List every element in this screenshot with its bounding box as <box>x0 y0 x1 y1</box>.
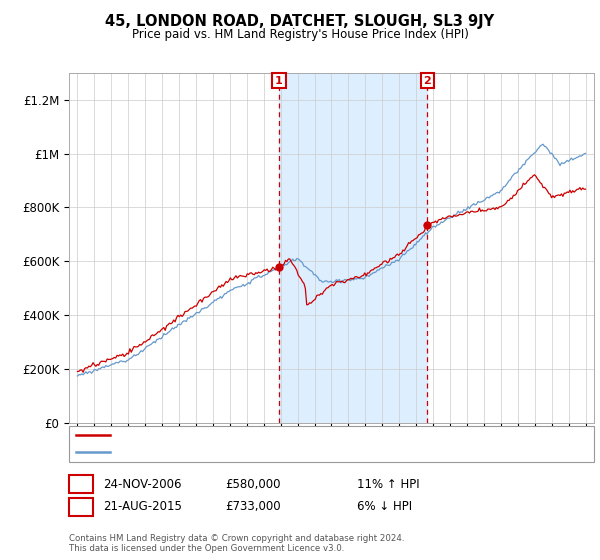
Text: £733,000: £733,000 <box>225 500 281 514</box>
Bar <box>279 73 427 423</box>
Text: 21-AUG-2015: 21-AUG-2015 <box>103 500 182 514</box>
Text: Price paid vs. HM Land Registry's House Price Index (HPI): Price paid vs. HM Land Registry's House … <box>131 28 469 41</box>
Text: 11% ↑ HPI: 11% ↑ HPI <box>357 478 419 491</box>
Text: Contains HM Land Registry data © Crown copyright and database right 2024.
This d: Contains HM Land Registry data © Crown c… <box>69 534 404 553</box>
Text: £580,000: £580,000 <box>225 478 281 491</box>
Text: 1: 1 <box>77 478 85 491</box>
Text: HPI: Average price, detached house, Windsor and Maidenhead: HPI: Average price, detached house, Wind… <box>116 447 441 457</box>
Text: 6% ↓ HPI: 6% ↓ HPI <box>357 500 412 514</box>
Text: 2: 2 <box>424 76 431 86</box>
Text: 45, LONDON ROAD, DATCHET, SLOUGH, SL3 9JY (detached house): 45, LONDON ROAD, DATCHET, SLOUGH, SL3 9J… <box>116 431 459 440</box>
Text: 24-NOV-2006: 24-NOV-2006 <box>103 478 182 491</box>
Text: 1: 1 <box>275 76 283 86</box>
Text: 45, LONDON ROAD, DATCHET, SLOUGH, SL3 9JY: 45, LONDON ROAD, DATCHET, SLOUGH, SL3 9J… <box>106 14 494 29</box>
Text: 2: 2 <box>77 500 85 514</box>
